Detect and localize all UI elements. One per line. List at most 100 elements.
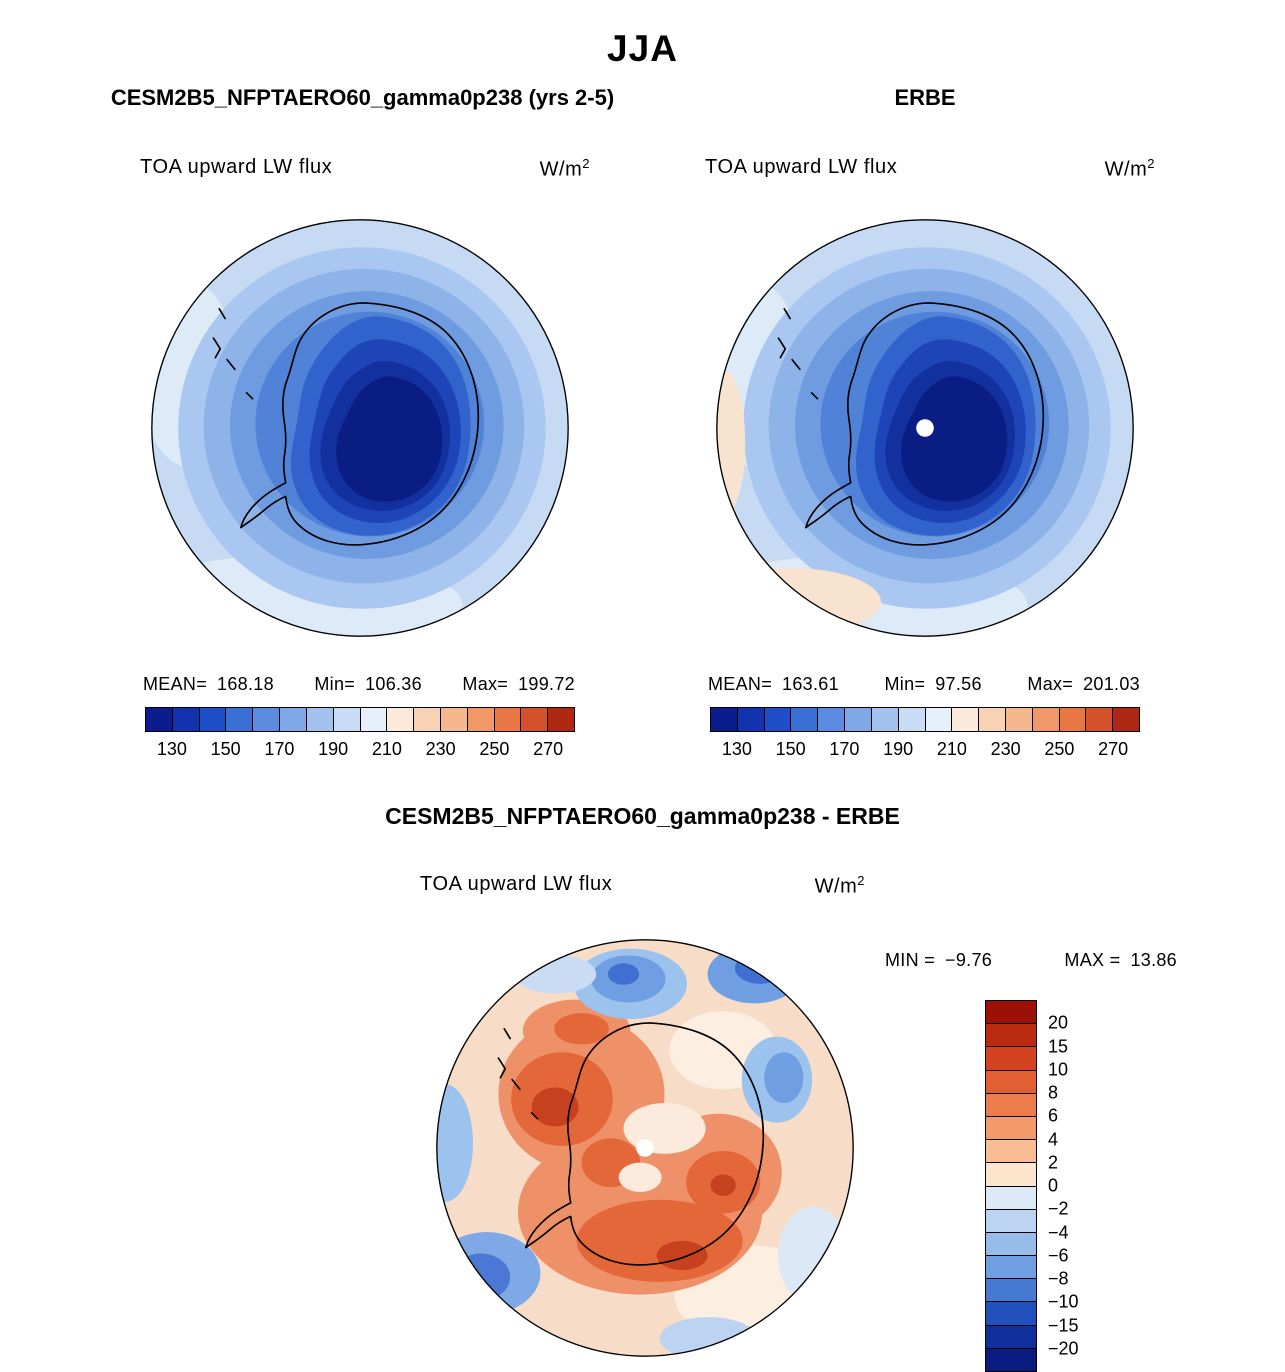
- colorbar-level-label: 4: [1048, 1129, 1059, 1149]
- colorbar-segment: [414, 708, 441, 731]
- colorbar-segment: [199, 708, 227, 731]
- diff-panel-title: CESM2B5_NFPTAERO60_gamma0p238 - ERBE: [385, 803, 900, 829]
- colorbar-segment: [1113, 708, 1139, 731]
- min-label: MIN =: [885, 950, 936, 970]
- colorbar-tick-label: 190: [318, 739, 349, 759]
- colorbar-level-label: 6: [1048, 1105, 1059, 1126]
- model-units: W/m2: [480, 156, 590, 182]
- colorbar-segment: [871, 708, 899, 731]
- mean-value: 163.61: [782, 674, 839, 694]
- colorbar-segment: [711, 708, 738, 731]
- colorbar-tick-label: 250: [479, 739, 510, 759]
- colorbar-level-label: −2: [1048, 1198, 1069, 1219]
- colorbar-tick-label: 270: [1098, 739, 1129, 759]
- colorbar-tick-label: 210: [936, 739, 967, 759]
- obs-polar-map: [710, 219, 1134, 643]
- colorbar-segment: [845, 708, 872, 731]
- mean-label: MEAN=: [143, 674, 208, 694]
- model-panel-title: CESM2B5_NFPTAERO60_gamma0p238 (yrs 2-5): [110, 85, 615, 110]
- diff-stats-row: MIN = −9.76 MAX = 13.86: [885, 950, 1177, 971]
- colorbar-segment: [306, 708, 334, 731]
- pole-data-hole: [916, 419, 934, 437]
- diff-colorbar-labels: 20 15 10 8 6 4 2 0 −2 −4 −6 −8 −10 −15 −20: [1048, 1000, 1108, 1372]
- min-value: 106.36: [365, 674, 422, 694]
- mean-label: MEAN=: [708, 674, 773, 694]
- season-title: JJA: [607, 28, 678, 69]
- colorbar-segment: [172, 708, 200, 731]
- obs-field-label: TOA upward LW flux: [705, 156, 898, 178]
- colorbar-level-label: −20: [1048, 1338, 1079, 1359]
- colorbar-segment: [1059, 708, 1087, 731]
- colorbar-segment: [1032, 708, 1060, 731]
- min-label: Min=: [314, 674, 356, 694]
- max-label: Max=: [1027, 674, 1074, 694]
- obs-units-base: W/m: [1104, 158, 1148, 181]
- obs-panel-title: ERBE: [894, 85, 956, 110]
- obs-units-exp: 2: [1147, 156, 1155, 171]
- colorbar-tick-label: 170: [264, 739, 295, 759]
- obs-stats-row: MEAN= 163.61 Min= 97.56 Max= 201.03: [708, 674, 1140, 695]
- colorbar-segment: [986, 1001, 1036, 1025]
- colorbar-level-label: −8: [1048, 1268, 1069, 1289]
- colorbar-segment: [986, 1325, 1036, 1349]
- colorbar-level-label: 15: [1048, 1036, 1069, 1056]
- flux-colorbar-ticks: 130 150 170 190 210 230 250 270: [145, 739, 575, 763]
- colorbar-segment: [986, 1024, 1036, 1048]
- colorbar-tick-label: 130: [156, 739, 187, 759]
- colorbar-segment: [1086, 708, 1114, 731]
- diff-field-label: TOA upward LW flux: [420, 873, 613, 895]
- colorbar-segment: [791, 708, 819, 731]
- colorbar-tick-label: 170: [829, 739, 860, 759]
- colorbar-level-label: 0: [1048, 1175, 1059, 1196]
- model-field-label: TOA upward LW flux: [140, 156, 333, 178]
- diff-polar-map: [430, 939, 854, 1363]
- model-max: Max= 199.72: [462, 674, 575, 695]
- max-value: 201.03: [1083, 674, 1140, 694]
- flux-colorbar-ticks: 130 150 170 190 210 230 250 270: [710, 739, 1140, 763]
- obs-max: Max= 201.03: [1027, 674, 1140, 695]
- min-label: Min=: [884, 674, 926, 694]
- colorbar-segment: [986, 1256, 1036, 1280]
- colorbar-level-label: 10: [1048, 1059, 1069, 1080]
- colorbar-tick-label: 130: [721, 739, 752, 759]
- colorbar-segment: [333, 708, 361, 731]
- max-value: 199.72: [518, 674, 575, 694]
- colorbar-tick-label: 150: [775, 739, 806, 759]
- colorbar-tick-label: 250: [1044, 739, 1075, 759]
- colorbar-tick-label: 270: [533, 739, 564, 759]
- obs-units: W/m2: [1045, 156, 1155, 182]
- pole-data-hole: [636, 1139, 654, 1157]
- colorbar-segment: [952, 708, 980, 731]
- colorbar-segment: [986, 1163, 1036, 1187]
- colorbar-segment: [737, 708, 765, 731]
- max-label: MAX =: [1064, 950, 1121, 970]
- diff-min: MIN = −9.76: [885, 950, 992, 971]
- colorbar-segment: [986, 1140, 1036, 1164]
- colorbar-segment: [467, 708, 495, 731]
- model-units-base: W/m: [539, 158, 583, 181]
- colorbar-segment: [253, 708, 281, 731]
- flux-colorbar: [145, 707, 575, 732]
- colorbar-tick-label: 150: [210, 739, 241, 759]
- colorbar-segment: [986, 1070, 1036, 1094]
- colorbar-tick-label: 230: [425, 739, 456, 759]
- flux-colorbar: [710, 707, 1140, 732]
- colorbar-segment: [986, 1186, 1036, 1210]
- diff-max: MAX = 13.86: [1064, 950, 1177, 971]
- max-label: Max=: [462, 674, 509, 694]
- colorbar-level-label: 2: [1048, 1152, 1059, 1173]
- min-value: 97.56: [935, 674, 982, 694]
- colorbar-segment: [986, 1047, 1036, 1071]
- colorbar-segment: [280, 708, 307, 731]
- model-units-exp: 2: [582, 156, 590, 171]
- colorbar-segment: [764, 708, 792, 731]
- model-min: Min= 106.36: [314, 674, 422, 695]
- obs-mean: MEAN= 163.61: [708, 674, 839, 695]
- colorbar-segment: [986, 1279, 1036, 1303]
- colorbar-tick-label: 190: [883, 739, 914, 759]
- colorbar-segment: [818, 708, 846, 731]
- colorbar-level-label: 20: [1048, 1012, 1069, 1033]
- colorbar-segment: [360, 708, 388, 731]
- colorbar-segment: [986, 1232, 1036, 1257]
